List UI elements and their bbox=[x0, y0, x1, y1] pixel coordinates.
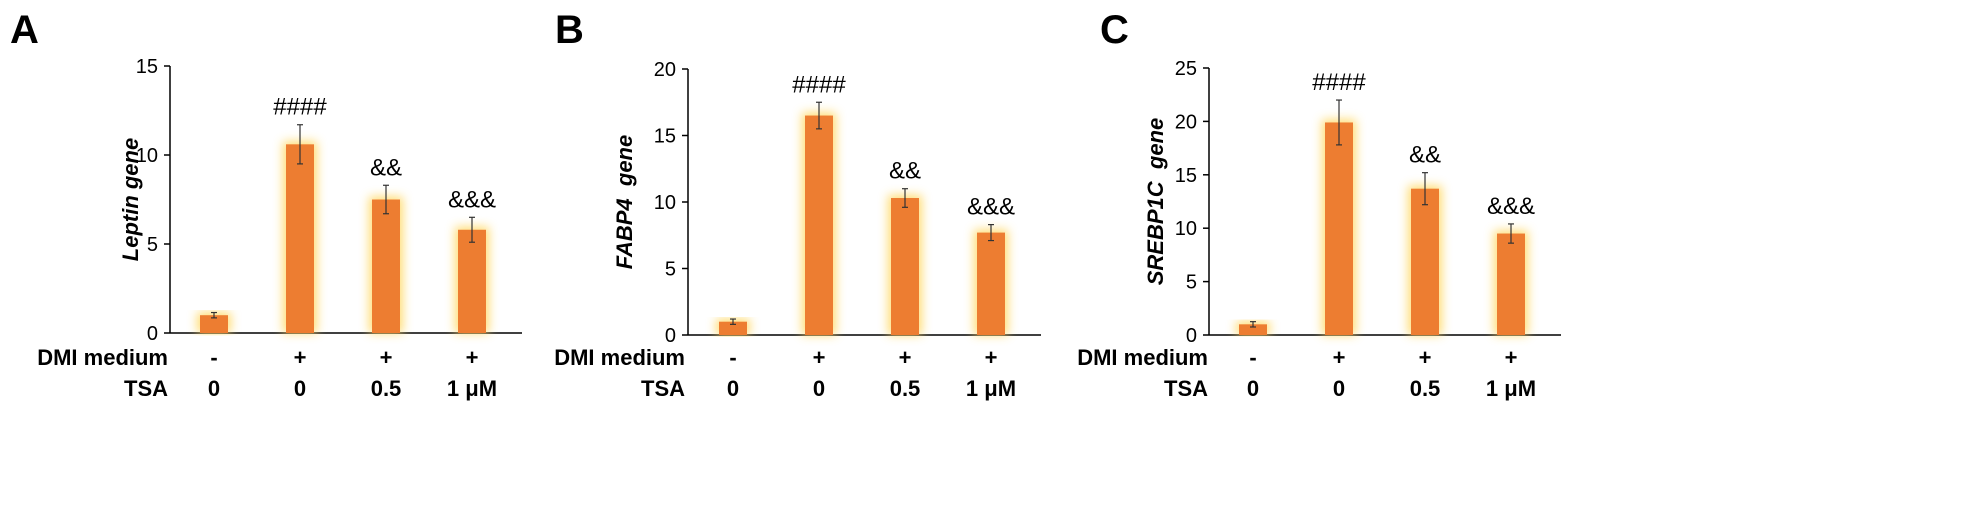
tsa-row-label: TSA bbox=[1164, 376, 1208, 401]
tsa-condition: 0 bbox=[294, 376, 306, 401]
bar bbox=[372, 199, 400, 333]
significance-label: &&& bbox=[1487, 193, 1535, 220]
panel-label: C bbox=[1100, 8, 1129, 52]
y-axis-label: SREBP1C gene bbox=[1143, 118, 1168, 286]
dmi-condition: + bbox=[813, 345, 826, 370]
dmi-condition: + bbox=[294, 345, 307, 370]
bar bbox=[1239, 324, 1267, 335]
y-tick-label: 10 bbox=[136, 145, 158, 167]
y-tick-label: 20 bbox=[654, 59, 676, 81]
panel-label: A bbox=[10, 8, 39, 52]
y-tick-label: 10 bbox=[1175, 218, 1197, 240]
y-tick-label: 15 bbox=[654, 126, 676, 148]
bar bbox=[1411, 188, 1439, 335]
y-tick-label: 15 bbox=[136, 56, 158, 78]
dmi-row-label: DMI medium bbox=[554, 345, 685, 370]
dmi-condition: + bbox=[1333, 345, 1346, 370]
tsa-condition: 0 bbox=[727, 376, 739, 401]
tsa-condition: 0.5 bbox=[371, 376, 402, 401]
significance-label: #### bbox=[792, 71, 846, 98]
y-axis-label: FABP4 gene bbox=[612, 135, 637, 269]
dmi-condition: - bbox=[210, 345, 217, 370]
bar bbox=[805, 115, 833, 335]
y-tick-label: 5 bbox=[665, 259, 676, 281]
tsa-row-label: TSA bbox=[124, 376, 168, 401]
tsa-row-label: TSA bbox=[641, 376, 685, 401]
bar bbox=[719, 321, 747, 335]
significance-label: #### bbox=[1312, 69, 1366, 96]
panel-label: B bbox=[555, 8, 584, 52]
significance-label: && bbox=[370, 154, 402, 181]
dmi-condition: + bbox=[380, 345, 393, 370]
bar bbox=[286, 144, 314, 333]
dmi-condition: + bbox=[1419, 345, 1432, 370]
tsa-condition: 0 bbox=[1247, 376, 1259, 401]
dmi-row-label: DMI medium bbox=[37, 345, 168, 370]
dmi-condition: - bbox=[729, 345, 736, 370]
bar bbox=[1497, 233, 1525, 335]
bar bbox=[977, 232, 1005, 335]
dmi-condition: + bbox=[466, 345, 479, 370]
tsa-condition: 0 bbox=[813, 376, 825, 401]
y-tick-label: 25 bbox=[1175, 58, 1197, 80]
y-tick-label: 5 bbox=[1186, 272, 1197, 294]
tsa-condition: 1 μM bbox=[966, 376, 1016, 401]
significance-label: && bbox=[1409, 142, 1441, 169]
y-tick-label: 20 bbox=[1175, 111, 1197, 133]
significance-label: && bbox=[889, 158, 921, 185]
dmi-condition: + bbox=[1505, 345, 1518, 370]
tsa-condition: 0.5 bbox=[890, 376, 921, 401]
bar bbox=[200, 315, 228, 333]
tsa-condition: 1 μM bbox=[1486, 376, 1536, 401]
bar bbox=[891, 198, 919, 335]
y-tick-label: 15 bbox=[1175, 165, 1197, 187]
significance-label: #### bbox=[273, 94, 327, 121]
y-tick-label: 5 bbox=[147, 234, 158, 256]
dmi-condition: + bbox=[899, 345, 912, 370]
bar bbox=[458, 229, 486, 333]
tsa-condition: 1 μM bbox=[447, 376, 497, 401]
y-axis-label: Leptin gene bbox=[118, 138, 143, 261]
y-tick-label: 0 bbox=[1186, 325, 1197, 347]
y-tick-label: 10 bbox=[654, 192, 676, 214]
tsa-condition: 0.5 bbox=[1410, 376, 1441, 401]
significance-label: &&& bbox=[967, 194, 1015, 221]
y-tick-label: 0 bbox=[147, 323, 158, 345]
y-tick-label: 0 bbox=[665, 325, 676, 347]
bar bbox=[1325, 122, 1353, 335]
dmi-row-label: DMI medium bbox=[1077, 345, 1208, 370]
significance-label: &&& bbox=[448, 186, 496, 213]
tsa-condition: 0 bbox=[208, 376, 220, 401]
dmi-condition: + bbox=[985, 345, 998, 370]
dmi-condition: - bbox=[1249, 345, 1256, 370]
tsa-condition: 0 bbox=[1333, 376, 1345, 401]
